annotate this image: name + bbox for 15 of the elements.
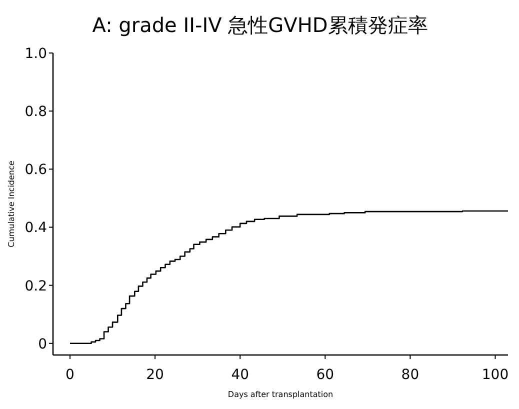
- x-axis-title: Days after transplantation: [228, 390, 334, 399]
- chart-title: A: grade II-IV 急性GVHD累積発症率: [92, 13, 428, 37]
- y-tick-label: 1.0: [24, 46, 47, 62]
- x-tick-label: 60: [316, 367, 334, 383]
- y-tick-label: 0.4: [24, 220, 48, 236]
- y-tick-label: 0: [38, 336, 47, 352]
- y-tick-label: 0.2: [24, 278, 47, 294]
- x-tick-label: 0: [66, 367, 74, 383]
- x-tick-label: 20: [146, 367, 164, 383]
- y-tick-label: 0.6: [24, 162, 48, 178]
- x-tick-label: 100: [482, 367, 509, 383]
- y-axis-title: Cumulative Incidence: [7, 160, 16, 248]
- x-tick-label: 40: [231, 367, 250, 383]
- x-tick-label: 80: [401, 367, 420, 383]
- y-tick-label: 0.8: [24, 104, 47, 120]
